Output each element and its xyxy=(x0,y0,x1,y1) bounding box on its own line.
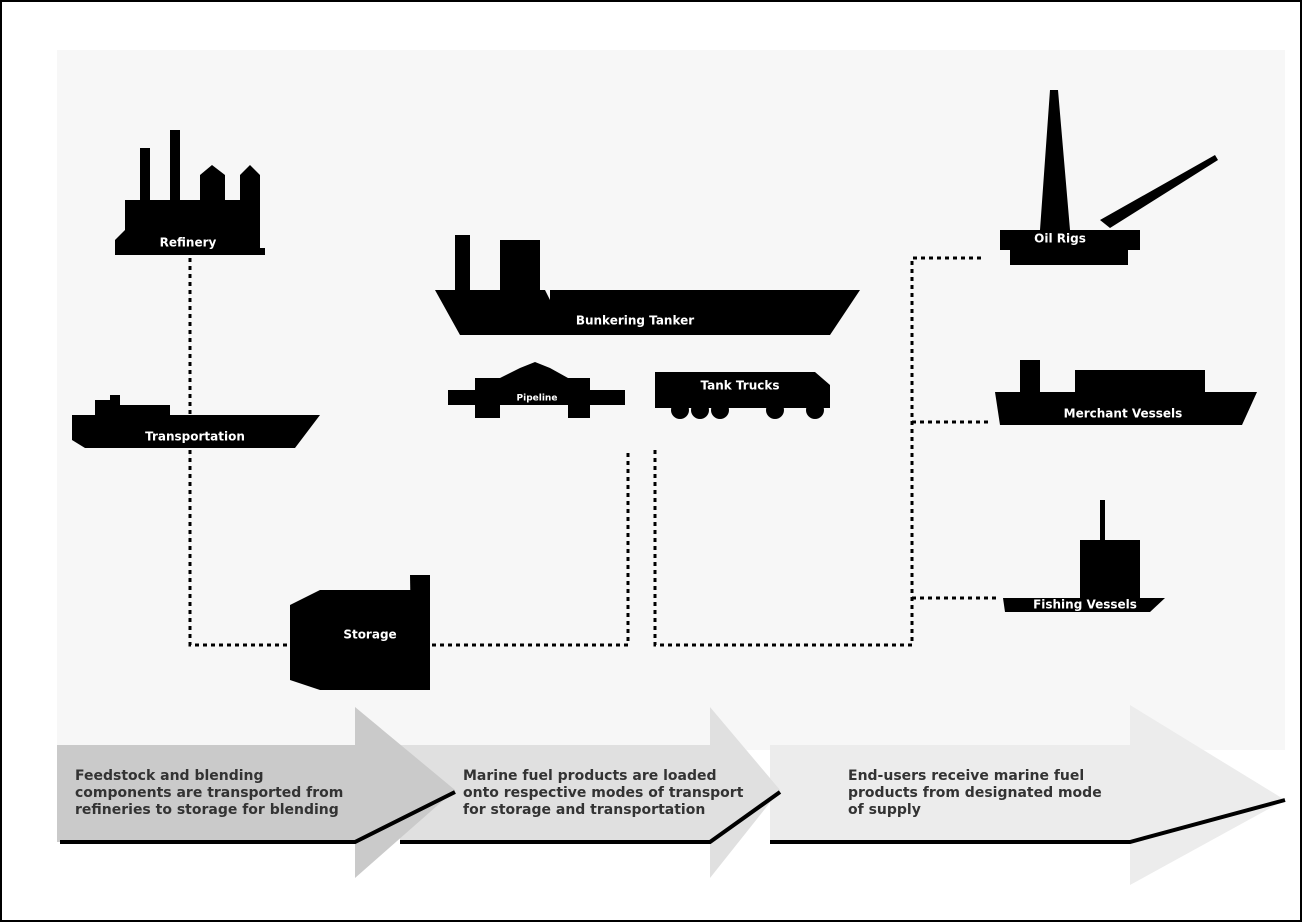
step-text: components are transported from xyxy=(75,785,343,801)
step-text: End-users receive marine fuel xyxy=(848,768,1084,784)
node-label: Oil Rigs xyxy=(1034,232,1086,246)
step-text: for storage and transportation xyxy=(463,802,705,818)
node-label: Refinery xyxy=(160,236,217,250)
node-label: Fishing Vessels xyxy=(1033,598,1137,612)
node-label: Transportation xyxy=(145,430,245,444)
step-text: products from designated mode xyxy=(848,785,1102,801)
node-label: Storage xyxy=(343,628,396,642)
step-text: refineries to storage for blending xyxy=(75,802,339,818)
step-text: onto respective modes of transport xyxy=(463,785,744,801)
node-label: Merchant Vessels xyxy=(1064,407,1183,421)
step-text: of supply xyxy=(848,802,921,818)
node-label: Pipeline xyxy=(517,394,558,404)
step-text: Feedstock and blending xyxy=(75,768,264,784)
node-label: Bunkering Tanker xyxy=(576,314,694,328)
node-label: Tank Trucks xyxy=(700,379,779,393)
step-text: Marine fuel products are loaded xyxy=(463,768,717,784)
diagram: Refinery Transportation Storage Bunkerin… xyxy=(0,0,1303,923)
